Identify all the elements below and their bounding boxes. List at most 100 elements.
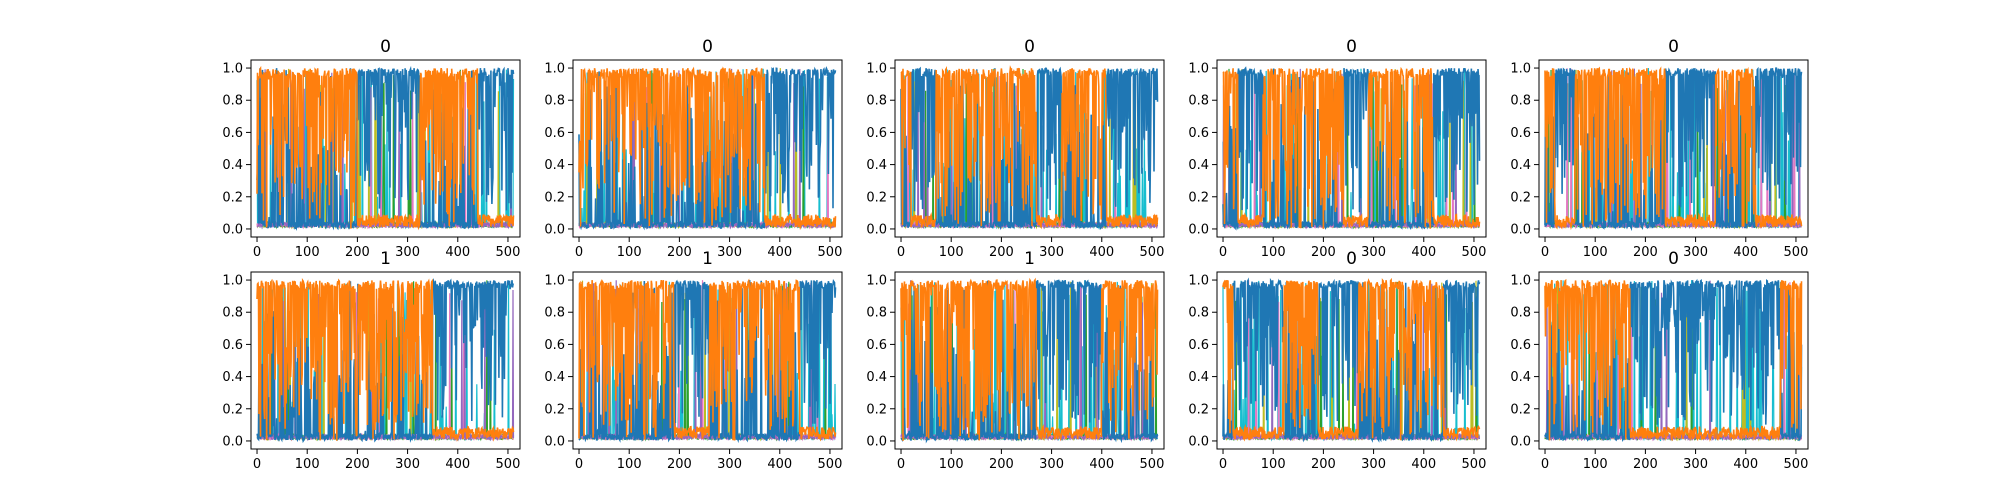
x-tick-label: 400 (767, 245, 792, 260)
y-tick-label: 0.6 (544, 338, 565, 353)
x-tick-label: 0 (1541, 457, 1549, 472)
subplot-10: 0 100 200 300 400 500 0.0 0.2 0.4 0.6 0.8 1.0 0 (1510, 249, 1809, 472)
x-tick-label: 400 (767, 457, 792, 472)
x-tick-label: 300 (1361, 457, 1386, 472)
x-tick-label: 200 (1633, 457, 1658, 472)
x-tick-label: 300 (1039, 245, 1064, 260)
axes-frame (250, 271, 521, 450)
y-tick-label: 0.8 (544, 94, 565, 109)
plot-area (1544, 66, 1803, 232)
x-tick-label: 100 (1261, 245, 1286, 260)
plot-area (256, 65, 515, 231)
x-tick-label: 200 (989, 245, 1014, 260)
y-tick-label: 0.4 (1188, 158, 1209, 173)
subplot-title: 1 (1024, 249, 1035, 269)
y-tick-label: 0.4 (544, 158, 565, 173)
y-tick-label: 0.8 (544, 306, 565, 321)
x-tick-label: 400 (1089, 245, 1114, 260)
subplot-1: 0 100 200 300 400 500 0.0 0.2 0.4 0.6 0.8 1.0 0 (222, 37, 521, 260)
plot-area (578, 66, 837, 231)
x-tick-label: 500 (818, 245, 843, 260)
y-tick-label: 0.6 (866, 126, 887, 141)
y-tick-label: 0.4 (866, 158, 887, 173)
axes-frame (894, 271, 1165, 450)
y-tick-label: 0.6 (222, 338, 243, 353)
subplot-title: 1 (702, 249, 713, 269)
y-tick-label: 1.0 (866, 274, 887, 289)
x-tick-label: 500 (1462, 245, 1487, 260)
x-tick-label: 0 (1219, 457, 1227, 472)
x-tick-label: 300 (1039, 457, 1064, 472)
series-line-orange (900, 65, 1159, 230)
y-tick-label: 0.0 (1188, 434, 1209, 449)
x-tick-label: 100 (617, 457, 642, 472)
axes-frame (250, 59, 521, 238)
x-tick-label: 400 (1733, 457, 1758, 472)
x-tick-label: 200 (667, 457, 692, 472)
subplot-9: 0 100 200 300 400 500 0.0 0.2 0.4 0.6 0.8 1.0 0 (1188, 249, 1487, 472)
subplot-5: 0 100 200 300 400 500 0.0 0.2 0.4 0.6 0.8 1.0 0 (1510, 37, 1809, 260)
plot-area (900, 277, 1159, 444)
y-tick-label: 0.0 (1510, 434, 1531, 449)
x-tick-label: 200 (1311, 245, 1336, 260)
y-tick-label: 0.8 (222, 306, 243, 321)
x-tick-label: 400 (1089, 457, 1114, 472)
y-tick-label: 0.4 (866, 370, 887, 385)
subplot-7: 0 100 200 300 400 500 0.0 0.2 0.4 0.6 0.8 1.0 1 (544, 249, 843, 472)
y-tick-label: 0.0 (222, 222, 243, 237)
y-tick-label: 1.0 (222, 274, 243, 289)
x-tick-label: 300 (717, 457, 742, 472)
x-tick-label: 0 (1541, 245, 1549, 260)
x-tick-label: 0 (897, 245, 905, 260)
subplot-title: 0 (1346, 249, 1357, 269)
axes-frame (894, 59, 1165, 238)
plot-area (256, 278, 515, 444)
x-tick-label: 500 (1784, 457, 1809, 472)
y-tick-label: 1.0 (1510, 274, 1531, 289)
x-tick-label: 100 (295, 245, 320, 260)
axes-frame (1538, 59, 1809, 238)
y-tick-label: 0.6 (1188, 338, 1209, 353)
x-tick-label: 300 (717, 245, 742, 260)
y-tick-label: 0.0 (222, 434, 243, 449)
x-tick-label: 500 (818, 457, 843, 472)
x-tick-label: 0 (575, 457, 583, 472)
y-tick-label: 0.2 (222, 402, 243, 417)
x-tick-label: 500 (496, 245, 521, 260)
plot-area (1222, 277, 1481, 443)
y-tick-label: 0.6 (866, 338, 887, 353)
series-line-orange (578, 66, 837, 231)
x-tick-label: 500 (1140, 245, 1165, 260)
axes-frame (572, 271, 843, 450)
x-tick-label: 200 (1311, 457, 1336, 472)
x-tick-label: 0 (1219, 245, 1227, 260)
x-tick-label: 100 (295, 457, 320, 472)
x-tick-label: 400 (1733, 245, 1758, 260)
x-tick-label: 400 (445, 457, 470, 472)
axes-frame (1216, 271, 1487, 450)
y-tick-label: 0.2 (866, 402, 887, 417)
y-tick-label: 0.2 (1510, 190, 1531, 205)
x-tick-label: 300 (1683, 457, 1708, 472)
plot-area (1544, 278, 1803, 443)
y-tick-label: 0.2 (544, 402, 565, 417)
x-tick-label: 400 (1411, 457, 1436, 472)
axes-frame (1216, 59, 1487, 238)
y-tick-label: 0.6 (1188, 126, 1209, 141)
series-line-blue (1222, 66, 1481, 231)
x-tick-label: 200 (989, 457, 1014, 472)
subplot-title: 0 (702, 37, 713, 57)
subplot-title: 0 (1668, 249, 1679, 269)
x-tick-label: 500 (1784, 245, 1809, 260)
series-line-orange (578, 278, 837, 442)
plot-area (578, 278, 837, 444)
subplot-title: 1 (380, 249, 391, 269)
axes-frame (572, 59, 843, 238)
x-tick-label: 400 (445, 245, 470, 260)
y-tick-label: 1.0 (1188, 274, 1209, 289)
plot-area (1222, 66, 1481, 231)
plot-area (900, 65, 1159, 231)
axes-frame (1538, 271, 1809, 450)
y-tick-label: 0.0 (544, 434, 565, 449)
subplot-6: 0 100 200 300 400 500 0.0 0.2 0.4 0.6 0.8 1.0 1 (222, 249, 521, 472)
